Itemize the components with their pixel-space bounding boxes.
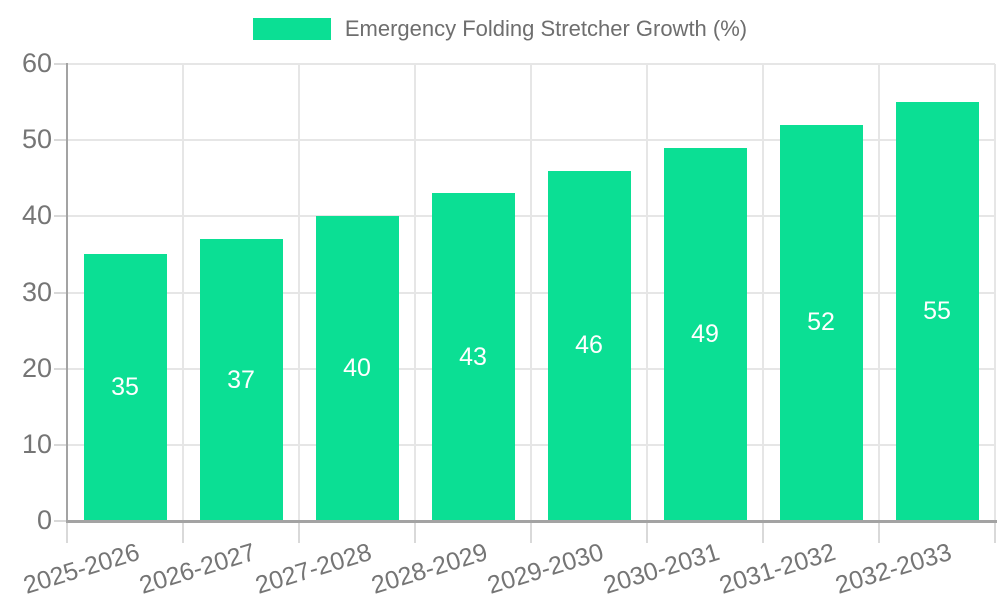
y-tick-mark bbox=[54, 139, 67, 142]
x-axis-label: 2030-2031 bbox=[600, 538, 724, 600]
x-tick-mark bbox=[530, 522, 532, 543]
v-gridline bbox=[414, 64, 416, 521]
v-gridline bbox=[530, 64, 532, 521]
x-tick-mark bbox=[298, 522, 300, 543]
v-gridline bbox=[994, 64, 996, 521]
legend-swatch-icon[interactable] bbox=[252, 18, 331, 40]
y-axis-label: 30 bbox=[21, 276, 52, 307]
y-tick-mark bbox=[54, 443, 67, 446]
v-gridline bbox=[762, 64, 764, 521]
x-axis-label: 2032-2033 bbox=[832, 538, 956, 600]
x-tick-mark bbox=[414, 522, 416, 543]
y-tick-mark bbox=[54, 520, 67, 522]
bar[interactable]: 35 bbox=[83, 254, 167, 521]
v-gridline bbox=[298, 64, 300, 521]
chart-legend[interactable]: Emergency Folding Stretcher Growth (%) bbox=[0, 16, 1000, 42]
y-tick-mark bbox=[54, 215, 67, 218]
bar-value-label: 49 bbox=[691, 319, 719, 348]
x-axis-label: 2029-2030 bbox=[484, 538, 608, 600]
x-tick-mark bbox=[878, 522, 880, 543]
y-axis-label: 20 bbox=[21, 352, 52, 383]
x-axis-line bbox=[66, 520, 997, 523]
bar[interactable]: 46 bbox=[547, 170, 631, 521]
bar[interactable]: 55 bbox=[895, 102, 979, 521]
y-tick-mark bbox=[54, 63, 67, 65]
bar-value-label: 55 bbox=[923, 297, 951, 326]
x-tick-mark bbox=[646, 522, 648, 543]
x-tick-mark bbox=[994, 522, 996, 543]
bar-value-label: 46 bbox=[575, 331, 603, 360]
bar[interactable]: 37 bbox=[199, 239, 283, 521]
bar[interactable]: 40 bbox=[315, 216, 399, 521]
y-axis-label: 40 bbox=[21, 200, 52, 231]
v-gridline bbox=[878, 64, 880, 521]
v-gridline bbox=[646, 64, 648, 521]
bar-value-label: 52 bbox=[807, 308, 835, 337]
y-axis-line bbox=[66, 63, 68, 522]
bar-value-label: 43 bbox=[459, 342, 487, 371]
v-gridline bbox=[182, 64, 184, 521]
bar[interactable]: 43 bbox=[431, 193, 515, 521]
x-axis-label: 2028-2029 bbox=[368, 538, 492, 600]
bar-value-label: 40 bbox=[343, 354, 371, 383]
y-tick-mark bbox=[54, 367, 67, 370]
x-axis-label: 2025-2026 bbox=[20, 538, 144, 600]
bar[interactable]: 52 bbox=[779, 124, 863, 521]
bar-value-label: 37 bbox=[227, 365, 255, 394]
y-axis-label: 60 bbox=[21, 48, 52, 78]
x-tick-mark bbox=[182, 522, 184, 543]
y-tick-mark bbox=[54, 291, 67, 294]
x-tick-mark bbox=[762, 522, 764, 543]
y-axis-label: 0 bbox=[36, 505, 52, 535]
x-axis-label: 2026-2027 bbox=[136, 538, 260, 600]
x-axis-label: 2031-2032 bbox=[716, 538, 840, 600]
y-axis-label: 50 bbox=[21, 124, 52, 155]
x-tick-mark bbox=[66, 522, 68, 543]
y-axis-label: 10 bbox=[21, 428, 52, 459]
x-axis-label: 2027-2028 bbox=[252, 538, 376, 600]
bar[interactable]: 49 bbox=[663, 147, 747, 521]
legend-label[interactable]: Emergency Folding Stretcher Growth (%) bbox=[344, 16, 748, 41]
bar-value-label: 35 bbox=[111, 373, 139, 402]
